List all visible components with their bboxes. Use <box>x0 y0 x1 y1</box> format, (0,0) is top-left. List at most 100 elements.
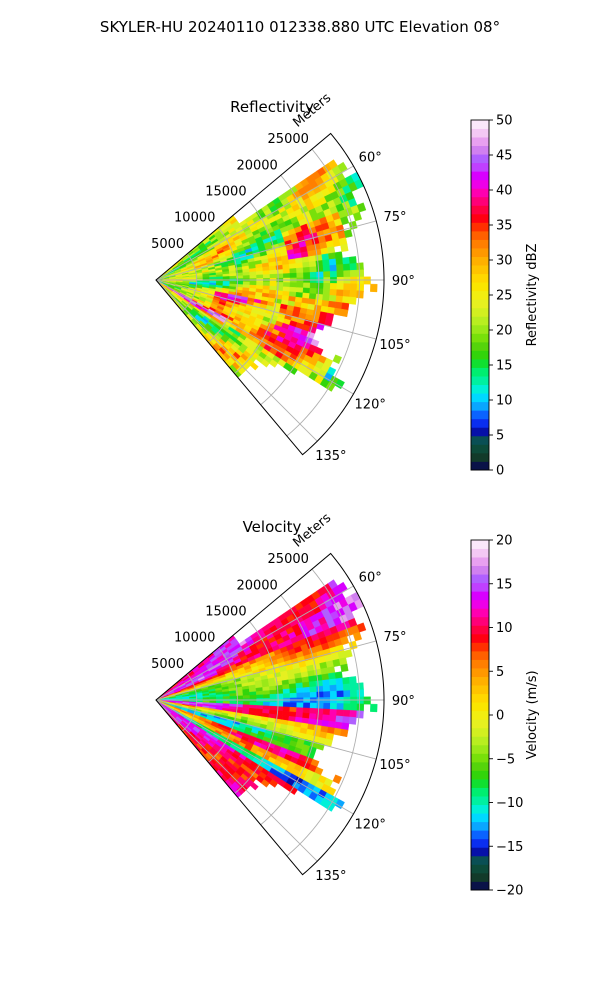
data-cell <box>349 263 358 271</box>
colorbar-swatch <box>471 659 489 669</box>
colorbar-swatch <box>471 787 489 797</box>
data-cell <box>336 709 344 717</box>
data-cell <box>309 266 317 273</box>
radial-tick-label: 5000 <box>151 237 184 252</box>
data-cell <box>296 272 304 279</box>
colorbar-swatch <box>471 830 489 840</box>
data-cell <box>288 263 297 270</box>
data-cell <box>329 703 338 710</box>
data-cell <box>356 276 365 285</box>
data-cell <box>269 701 277 707</box>
data-cell <box>321 673 330 681</box>
colorbar-swatch <box>471 650 489 660</box>
radial-tick-label: 15000 <box>205 185 246 200</box>
data-cell <box>348 676 357 685</box>
colorbar-tick-label: 0 <box>496 464 504 479</box>
colorbar-swatch <box>471 230 489 240</box>
data-cell <box>323 271 331 278</box>
colorbar-tick-label: 45 <box>496 149 513 164</box>
data-cell <box>328 258 337 266</box>
azimuth-tick-label: 105° <box>379 758 410 773</box>
azimuth-tick-label: 60° <box>359 570 382 585</box>
azimuth-tick-label: 60° <box>359 150 382 165</box>
colorbar-swatch <box>471 813 489 823</box>
data-cell <box>229 695 237 700</box>
data-cell <box>352 211 363 222</box>
data-cell <box>303 692 311 699</box>
data-cell <box>249 694 257 699</box>
data-cell <box>250 781 259 791</box>
colorbar-tick-label: 0 <box>496 709 504 724</box>
colorbar-swatch <box>471 582 489 592</box>
azimuth-tick-label: 75° <box>383 210 406 225</box>
colorbar-tick-label: 35 <box>496 219 513 234</box>
reflectivity-colorbar: 0 5 10 15 20 25 30 35 40 45 50 Reflectivity dBZ <box>470 114 540 479</box>
data-cell <box>363 276 371 285</box>
data-cell <box>356 262 364 271</box>
data-cell <box>229 275 237 280</box>
data-cell <box>329 283 338 290</box>
data-cell <box>289 702 298 708</box>
data-cell <box>356 703 365 712</box>
data-cell <box>370 283 378 293</box>
azimuth-tick-label: 120° <box>355 398 386 413</box>
range-ring <box>234 621 279 794</box>
colorbar-swatch <box>471 418 489 428</box>
data-cell <box>249 271 257 276</box>
data-cell <box>308 260 317 268</box>
data-cell <box>337 161 348 173</box>
data-cell <box>302 707 311 714</box>
colorbar-swatch <box>471 282 489 292</box>
data-cell <box>288 683 297 690</box>
data-cell <box>336 703 344 711</box>
data-cell <box>322 265 331 273</box>
azimuth-spoke <box>155 220 377 281</box>
colorbar-swatch <box>471 719 489 729</box>
colorbar-swatch <box>471 341 489 351</box>
data-cell <box>332 774 342 785</box>
data-cell <box>282 688 291 695</box>
colorbar-swatch <box>471 410 489 420</box>
data-cell <box>296 267 304 274</box>
data-cell <box>356 283 365 292</box>
data-cell <box>336 684 344 692</box>
colorbar-swatch <box>471 804 489 814</box>
data-cell <box>288 365 298 375</box>
azimuth-spoke <box>155 279 354 395</box>
data-cell <box>323 282 331 290</box>
colorbar-swatch <box>471 633 489 643</box>
radial-tick-label: 15000 <box>205 605 246 620</box>
data-cell <box>321 253 330 261</box>
radial-tick-label: 5000 <box>151 657 184 672</box>
range-ring <box>286 148 361 437</box>
data-cell <box>335 257 344 266</box>
azimuth-spoke <box>155 279 318 442</box>
data-cell <box>222 276 230 280</box>
colorbar-swatch <box>471 299 489 309</box>
data-cell <box>334 671 343 680</box>
colorbar-swatch <box>471 213 489 223</box>
colorbar-swatch <box>471 702 489 712</box>
data-cell <box>316 685 324 693</box>
colorbar-swatch <box>471 753 489 763</box>
colorbar-swatch <box>471 333 489 343</box>
data-cell <box>348 296 357 305</box>
data-cell <box>242 275 251 279</box>
range-ring <box>208 647 238 763</box>
data-cell <box>356 682 364 691</box>
colorbar-swatch <box>471 316 489 326</box>
data-cell <box>333 727 342 736</box>
data-cell <box>340 243 349 252</box>
data-cell <box>336 283 344 291</box>
range-ring <box>181 253 198 312</box>
data-cell <box>315 260 324 267</box>
data-cell <box>340 728 349 738</box>
data-cell <box>262 694 271 699</box>
colorbar-tick-label: 30 <box>496 254 513 269</box>
data-cell <box>323 702 331 710</box>
colorbar-swatch <box>471 625 489 635</box>
data-cell <box>303 272 311 279</box>
data-cell <box>295 262 304 269</box>
colorbar-swatch <box>471 540 489 549</box>
colorbar-tick-label: 25 <box>496 289 513 304</box>
